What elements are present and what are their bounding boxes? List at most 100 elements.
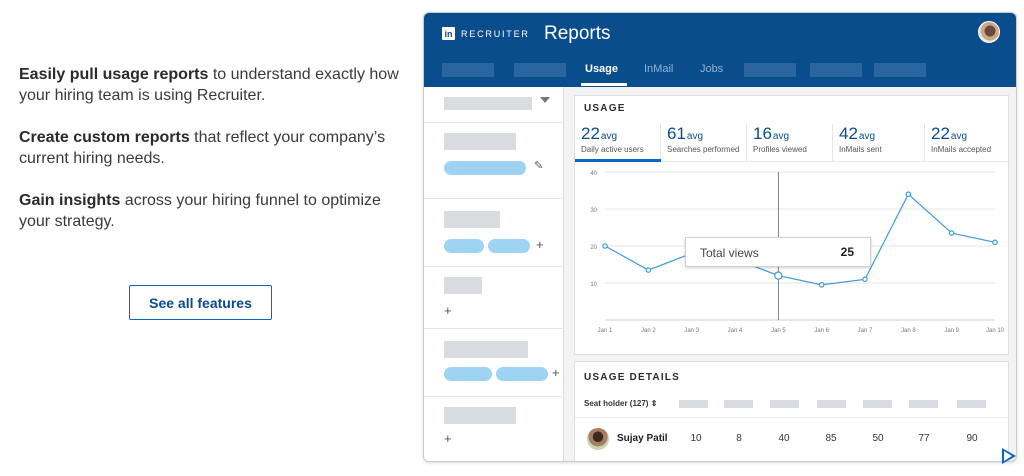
column-header[interactable] (909, 400, 938, 408)
metric-label: Searches performed (667, 145, 740, 154)
y-tick-label: 30 (590, 208, 597, 214)
x-tick-label: Jan 8 (901, 328, 916, 334)
metric-daily-active-users[interactable]: 22avg Daily active users (575, 124, 661, 162)
column-header[interactable] (957, 400, 986, 408)
data-point (992, 239, 998, 246)
nav-placeholder[interactable] (442, 63, 494, 77)
feature-usage-reports: Easily pull usage reports to understand … (19, 64, 399, 106)
linkedin-logo-icon: in (442, 27, 455, 40)
seat-holder-sort-header[interactable]: Seat holder (127) ⇕ (584, 399, 658, 408)
data-point (818, 282, 825, 288)
add-icon[interactable]: + (444, 303, 452, 318)
recruiter-logo[interactable]: in RECRUITER (442, 27, 530, 40)
metric-value: 22 (581, 124, 600, 143)
y-tick-label: 40 (590, 171, 597, 177)
x-tick-label: Jan 6 (814, 328, 829, 334)
metric-value: 16 (753, 124, 772, 143)
feature-copy: Easily pull usage reports to understand … (19, 64, 399, 253)
user-avatar[interactable] (978, 21, 1000, 43)
logo-text: RECRUITER (461, 28, 530, 39)
add-icon[interactable]: + (552, 365, 560, 380)
table-row[interactable]: Sujay Patil 10 8 40 85 50 77 90 (575, 426, 1010, 461)
active-tab-indicator (581, 83, 627, 86)
column-header[interactable] (817, 400, 846, 408)
filter-pill[interactable] (444, 161, 526, 175)
tab-jobs[interactable]: Jobs (700, 63, 724, 75)
app-header: in RECRUITER Reports Usage InMail Jobs (424, 13, 1016, 87)
filter-pill[interactable] (444, 367, 492, 381)
table-cell: 77 (918, 433, 930, 444)
sidebar-filter-group: + (424, 397, 564, 461)
recruiter-app-window: in RECRUITER Reports Usage InMail Jobs ✎ (423, 12, 1017, 462)
nav-tabs: Usage InMail Jobs (424, 53, 1016, 87)
usage-details-card: USAGE DETAILS Seat holder (127) ⇕ Sujay … (574, 361, 1010, 461)
metric-unit: avg (600, 131, 618, 142)
feature-usage-reports-text: to understand exactly how your hiring te… (19, 66, 399, 104)
filter-title-placeholder (444, 133, 516, 150)
metrics-row: 22avg Daily active users 61avg Searches … (575, 124, 1010, 162)
table-cell: 8 (736, 433, 742, 444)
filter-sidebar: ✎ + + + + (424, 87, 564, 461)
feature-insights-text: across your hiring funnel to optimize yo… (19, 192, 381, 230)
usage-line-chart[interactable]: 10 20 30 40 Jan 1 Jan 2 Jan 3 Jan 4 Jan 5 Jan 6 Ja… (575, 164, 1010, 354)
tooltip-value: 25 (840, 245, 854, 259)
table-cell: 50 (872, 433, 884, 444)
column-header[interactable] (679, 400, 708, 408)
metric-profiles-viewed[interactable]: 16avg Profiles viewed (747, 124, 833, 162)
x-tick-label: Jan 9 (944, 328, 959, 334)
filter-title-placeholder (444, 211, 500, 228)
metric-value: 42 (839, 124, 858, 143)
data-point (602, 243, 608, 249)
filter-pill[interactable] (488, 239, 530, 253)
x-tick-label: Jan 10 (986, 328, 1005, 334)
column-header[interactable] (770, 400, 799, 408)
metric-value: 61 (667, 124, 686, 143)
filter-pill[interactable] (496, 367, 548, 381)
tab-usage[interactable]: Usage (585, 63, 619, 75)
usage-card: USAGE 22avg Daily active users 61avg Sea… (574, 95, 1010, 355)
nav-placeholder[interactable] (874, 63, 926, 77)
column-header[interactable] (863, 400, 892, 408)
metric-inmails-accepted[interactable]: 22avg InMails accepted (925, 124, 1010, 162)
filter-pill[interactable] (444, 239, 484, 253)
pencil-icon[interactable]: ✎ (534, 160, 544, 172)
y-tick-label: 20 (590, 245, 597, 251)
x-tick-label: Jan 1 (598, 328, 613, 334)
data-point (774, 271, 783, 280)
metric-unit: avg (858, 131, 876, 142)
x-tick-label: Jan 7 (858, 328, 873, 334)
feature-custom-reports-text: that reflect your company’s current hiri… (19, 129, 386, 167)
sidebar-filter-group: ✎ (424, 123, 564, 199)
nav-placeholder[interactable] (744, 63, 796, 77)
metric-inmails-sent[interactable]: 42avg InMails sent (833, 124, 925, 162)
seat-holder-name[interactable]: Sujay Patil (617, 433, 668, 444)
metric-label: InMails accepted (931, 145, 992, 154)
table-cell: 85 (825, 433, 837, 444)
nav-placeholder[interactable] (514, 63, 566, 77)
sidebar-filter-group: + (424, 267, 564, 329)
add-icon[interactable]: + (444, 431, 452, 446)
feature-insights-heading: Gain insights (19, 192, 121, 209)
filter-title-placeholder (444, 341, 528, 358)
metric-label: InMails sent (839, 145, 882, 154)
metric-searches-performed[interactable]: 61avg Searches performed (661, 124, 747, 162)
add-icon[interactable]: + (536, 237, 544, 252)
play-icon[interactable] (1002, 448, 1016, 464)
chevron-down-icon[interactable] (540, 97, 550, 103)
column-header[interactable] (724, 400, 753, 408)
feature-custom-reports-heading: Create custom reports (19, 129, 190, 146)
chart-tooltip: Total views 25 (685, 237, 871, 267)
metric-value: 22 (931, 124, 950, 143)
sidebar-filter-group: + (424, 329, 564, 397)
active-metric-indicator (575, 159, 661, 162)
tab-inmail[interactable]: InMail (644, 63, 674, 75)
details-header-row: Seat holder (127) ⇕ (575, 394, 1010, 418)
table-cell: 90 (966, 433, 978, 444)
data-point (948, 230, 955, 236)
sidebar-dropdown[interactable] (424, 87, 564, 123)
nav-placeholder[interactable] (810, 63, 862, 77)
filter-title-placeholder (444, 277, 482, 294)
page-title: Reports (544, 23, 611, 44)
see-all-features-button[interactable]: See all features (129, 285, 272, 320)
metric-unit: avg (686, 131, 704, 142)
